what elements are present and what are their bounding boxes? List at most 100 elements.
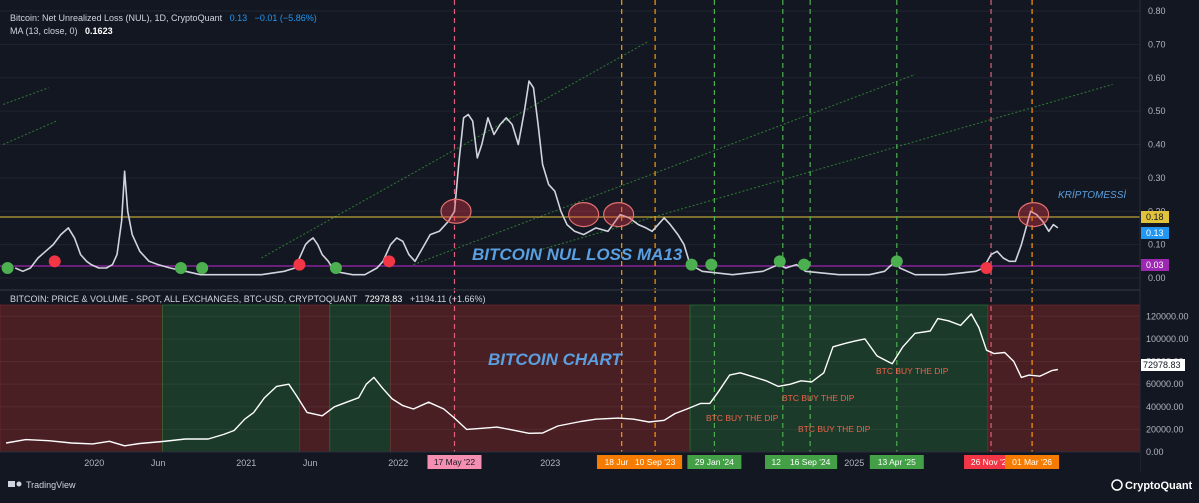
footer-bar	[0, 472, 1199, 498]
zones-layer	[0, 304, 1141, 453]
circled-peaks	[440, 198, 1050, 228]
trend-line	[2, 120, 57, 145]
badge-current-bg	[1141, 227, 1169, 239]
nul-change: −0.01 (−5.86%)	[255, 13, 317, 23]
nul-tick-label: 0.50	[1148, 106, 1166, 116]
date-badge: 18 Jun '2	[605, 457, 640, 467]
ma-value: 0.1623	[85, 26, 113, 36]
price-change: +1194.11 (+1.66%)	[410, 294, 486, 304]
cryptoquant-logo-icon	[1111, 479, 1123, 491]
badge-price-bg	[1141, 359, 1185, 371]
date-badge: 17 May '22	[434, 457, 476, 467]
marker-buy	[685, 258, 698, 271]
nul-axis: 0.800.700.600.500.400.300.200.100.00	[1148, 6, 1166, 283]
price-tick-label: 120000.00	[1146, 311, 1189, 321]
buy-dip-label: BTC BUY THE DIP	[876, 366, 949, 376]
time-tick-label: 2021	[236, 458, 256, 468]
price-series-line	[5, 313, 1059, 447]
date-badge: 29 Jan '24	[695, 457, 734, 467]
time-axis: 2020 Jun 2021 Jun 2022 2023 2025	[84, 458, 864, 468]
date-badge: 12 Jul	[771, 457, 794, 467]
svg-text:BITCOIN: PRICE & VOLUME - SPOT: BITCOIN: PRICE & VOLUME - SPOT, ALL EXCH…	[10, 294, 486, 304]
nul-tick-label: 0.10	[1148, 240, 1166, 250]
time-tick-label: 2020	[84, 458, 104, 468]
badge-price: 72978.83	[1143, 360, 1181, 370]
date-badge-bg	[687, 455, 742, 469]
footer-left-brand: TradingView	[26, 480, 76, 490]
zone-buy	[162, 304, 300, 453]
tradingview-logo-icon	[8, 481, 22, 487]
marker-sell	[980, 261, 993, 274]
date-badge-bg	[964, 455, 1019, 469]
date-badge-bg	[427, 455, 482, 469]
date-badge-bg	[869, 455, 924, 469]
date-badge: 01 Mar '26	[1012, 457, 1052, 467]
zone-sell	[390, 304, 691, 453]
marker-buy	[705, 258, 718, 271]
nul-tick-label: 0.70	[1148, 39, 1166, 49]
nul-tick-label: 0.00	[1148, 273, 1166, 283]
price-value: 72978.83	[365, 294, 403, 304]
svg-text:MA (13, close, 0) 0.1623: MA (13, close, 0) 0.1623	[10, 26, 113, 36]
trend-line	[413, 73, 916, 266]
nul-series-line	[14, 80, 1059, 276]
circled-peak	[440, 198, 472, 224]
circled-peak	[603, 201, 635, 228]
ma-label: MA (13, close, 0)	[10, 26, 78, 36]
nul-chart-label: BITCOIN NUL LOSS MA13	[472, 245, 683, 264]
badge-level-low-bg	[1141, 259, 1169, 271]
trend-lines	[2, 40, 1113, 266]
nul-title: Bitcoin: Net Unrealized Loss (NUL), 1D, …	[10, 13, 223, 23]
price-tick-label: 0.00	[1146, 447, 1164, 457]
date-badge-bg	[1005, 455, 1060, 469]
nul-grid	[0, 10, 1140, 279]
time-tick-label: 2025	[844, 458, 864, 468]
time-tick-label: Jun	[303, 458, 318, 468]
zone-buy	[329, 304, 391, 453]
date-badge: 26 Nov '25	[971, 457, 1012, 467]
marker-buy	[196, 261, 209, 274]
badge-level-high: 0.18	[1146, 212, 1164, 222]
marker-buy	[329, 261, 342, 274]
time-tick-label: Jun	[151, 458, 166, 468]
marker-buy	[773, 255, 786, 268]
buy-dip-label: BTC BUY THE DIP	[798, 424, 871, 434]
nul-value: 0.13	[230, 13, 248, 23]
nul-tick-label: 0.60	[1148, 73, 1166, 83]
date-badge: 16 Sep '24	[790, 457, 831, 467]
zone-sell	[299, 304, 331, 453]
price-tick-label: 20000.00	[1146, 424, 1184, 434]
marker-sell	[48, 255, 61, 268]
price-title: BITCOIN: PRICE & VOLUME - SPOT, ALL EXCH…	[10, 294, 358, 304]
marker-buy	[890, 255, 903, 268]
badge-level-low: 0.03	[1146, 260, 1164, 270]
author-label: KRİPTOMESSİ	[1058, 189, 1126, 201]
time-axis-bg	[0, 452, 1140, 472]
date-badges: 17 May '22 18 Jun '210 Sep '23 29 Jan '24 1…	[427, 455, 1060, 469]
buy-dip-label: BTC BUY THE DIP	[706, 413, 779, 423]
badge-level-high-bg	[1141, 211, 1169, 223]
circled-peak	[568, 201, 600, 228]
price-tick-label: 60000.00	[1146, 379, 1184, 389]
nul-tick-label: 0.80	[1148, 6, 1166, 16]
trend-line	[2, 87, 49, 105]
circled-peak	[1017, 201, 1050, 228]
date-badge-bg	[628, 455, 683, 469]
date-badge: 10 Sep '23	[635, 457, 676, 467]
price-tick-label: 100000.00	[1146, 334, 1189, 344]
badge-current: 0.13	[1146, 228, 1164, 238]
date-badge-bg	[783, 455, 838, 469]
nul-tick-label: 0.30	[1148, 173, 1166, 183]
footer-right-brand: CryptoQuant	[1125, 480, 1193, 492]
zone-sell	[0, 304, 163, 453]
marker-buy	[798, 258, 811, 271]
nul-tick-label: 0.40	[1148, 140, 1166, 150]
marker-sell	[383, 255, 396, 268]
time-tick-label: 2022	[388, 458, 408, 468]
signal-markers	[1, 255, 993, 274]
svg-text:Bitcoin: Net Unrealized Loss (: Bitcoin: Net Unrealized Loss (NUL), 1D, …	[10, 13, 317, 23]
marker-sell	[293, 258, 306, 271]
price-tick-label: 40000.00	[1146, 402, 1184, 412]
